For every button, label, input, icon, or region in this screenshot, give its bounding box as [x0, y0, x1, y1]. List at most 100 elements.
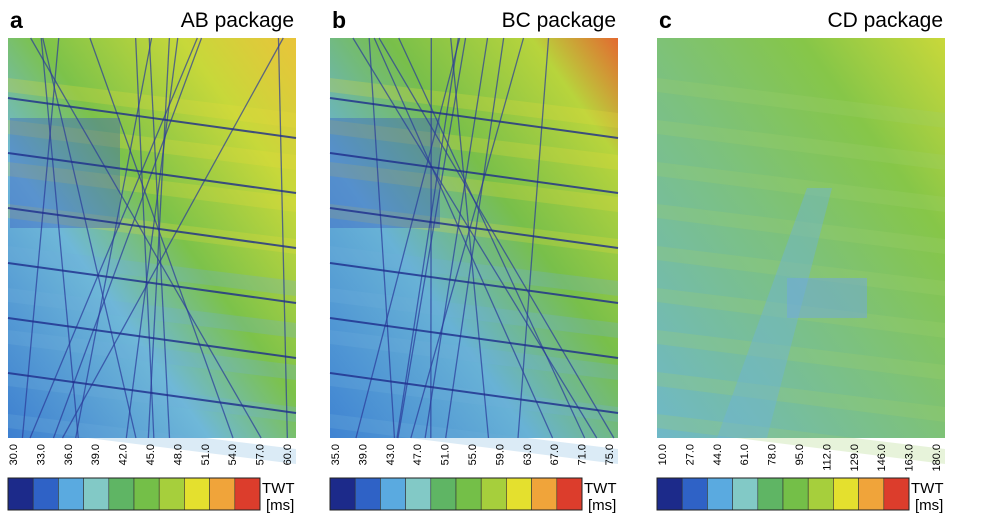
- colorbar-segment: [556, 477, 583, 511]
- colorbar-frame: [656, 477, 910, 511]
- map-band: [8, 288, 296, 338]
- colorbar-segment: [209, 477, 236, 511]
- tick-label: 112.0: [821, 444, 833, 471]
- fault: [329, 152, 619, 194]
- tick-label: 51.0: [200, 444, 212, 465]
- panel-title: BC package: [502, 9, 616, 32]
- colorbar-segment: [681, 477, 708, 511]
- map-band: [657, 372, 945, 422]
- colorbar-segment: [158, 477, 185, 511]
- fault: [7, 372, 297, 414]
- fault: [52, 37, 203, 439]
- fault: [410, 37, 525, 439]
- tick-label: 180.0: [931, 444, 943, 472]
- map-band: [657, 78, 945, 128]
- tick-label: 75.0: [604, 444, 616, 465]
- tick-label: 61.0: [739, 444, 751, 465]
- map-band: [8, 162, 296, 212]
- unit: [ms]: [266, 497, 294, 514]
- map-band: [8, 330, 296, 380]
- fault: [397, 37, 467, 439]
- fault: [329, 97, 619, 139]
- fault: [7, 207, 297, 249]
- map-band: [657, 120, 945, 170]
- map-band: [330, 288, 618, 338]
- unit-name: TWT: [584, 480, 616, 497]
- tick-label: 54.0: [227, 444, 239, 465]
- colorbar-segment: [858, 477, 885, 511]
- map-shade: [330, 118, 440, 228]
- tick-label: 27.0: [684, 444, 696, 465]
- tick-label: 51.0: [440, 444, 452, 465]
- colorbar-segment: [757, 477, 784, 511]
- colorbar-segment: [354, 477, 381, 511]
- unit-name: TWT: [911, 480, 943, 497]
- tick-label: 59.0: [494, 444, 506, 465]
- tick-label: 47.0: [412, 444, 424, 465]
- colorbar-segment: [108, 477, 135, 511]
- fault: [396, 37, 459, 439]
- fault: [329, 372, 619, 414]
- colorbar-segment: [455, 477, 482, 511]
- map-band: [330, 162, 618, 212]
- colorbar-segment: [32, 477, 59, 511]
- tick-label: 39.0: [90, 444, 102, 465]
- map-shade: [10, 118, 120, 228]
- tick-label: 71.0: [577, 444, 589, 465]
- colorbar-segment: [707, 477, 733, 511]
- fault: [445, 37, 505, 439]
- colorbar-segment: [58, 477, 84, 511]
- fault: [517, 37, 550, 439]
- fault: [329, 317, 619, 359]
- map-band: [657, 162, 945, 212]
- fault: [329, 207, 619, 249]
- panel-letter: b: [332, 7, 346, 33]
- tick-label: 45.0: [145, 444, 157, 465]
- colorbar-segment: [883, 477, 910, 511]
- unit-name: TWT: [262, 480, 294, 497]
- fault: [7, 262, 297, 304]
- fault: [7, 152, 297, 194]
- fault: [89, 37, 234, 439]
- map-band: [657, 204, 945, 254]
- colorbar-segment: [782, 477, 809, 511]
- colorbar-segment: [405, 477, 432, 511]
- colorbar-frame: [329, 477, 583, 511]
- fault: [450, 37, 490, 439]
- colorbar-segment: [506, 477, 532, 511]
- colorbar-segment: [531, 477, 558, 511]
- unit: [ms]: [915, 497, 943, 514]
- unit: [ms]: [588, 497, 616, 514]
- tick-label: 63.0: [522, 444, 534, 465]
- colorbar-segment: [133, 477, 160, 511]
- fault: [277, 37, 288, 439]
- map-band: [330, 330, 618, 380]
- tick-label: 67.0: [549, 444, 561, 465]
- fault: [424, 37, 489, 439]
- map-shade: [787, 278, 867, 318]
- colorbar-segment: [380, 477, 406, 511]
- fault: [378, 37, 615, 439]
- map-shade: [717, 188, 832, 438]
- fault: [7, 317, 297, 359]
- colorbar-segment: [807, 477, 834, 511]
- tick-label: 33.0: [35, 444, 47, 465]
- map-band: [8, 246, 296, 296]
- tick-label: 95.0: [794, 444, 806, 465]
- colorbar-segment: [833, 477, 859, 511]
- colorbar-segment: [480, 477, 507, 511]
- panel-title: CD package: [827, 9, 943, 32]
- colorbar-frame: [7, 477, 261, 511]
- tick-label: 39.0: [357, 444, 369, 465]
- tick-label: 78.0: [767, 444, 779, 465]
- colorbar-segment: [732, 477, 759, 511]
- fault: [147, 37, 171, 439]
- map-band: [657, 414, 945, 464]
- tick-label: 10.0: [657, 444, 669, 465]
- tick-label: 146.0: [876, 444, 888, 472]
- tick-label: 129.0: [849, 444, 861, 472]
- tick-label: 35.0: [330, 444, 342, 465]
- colorbar-segment: [7, 477, 34, 511]
- tick-label: 55.0: [467, 444, 479, 465]
